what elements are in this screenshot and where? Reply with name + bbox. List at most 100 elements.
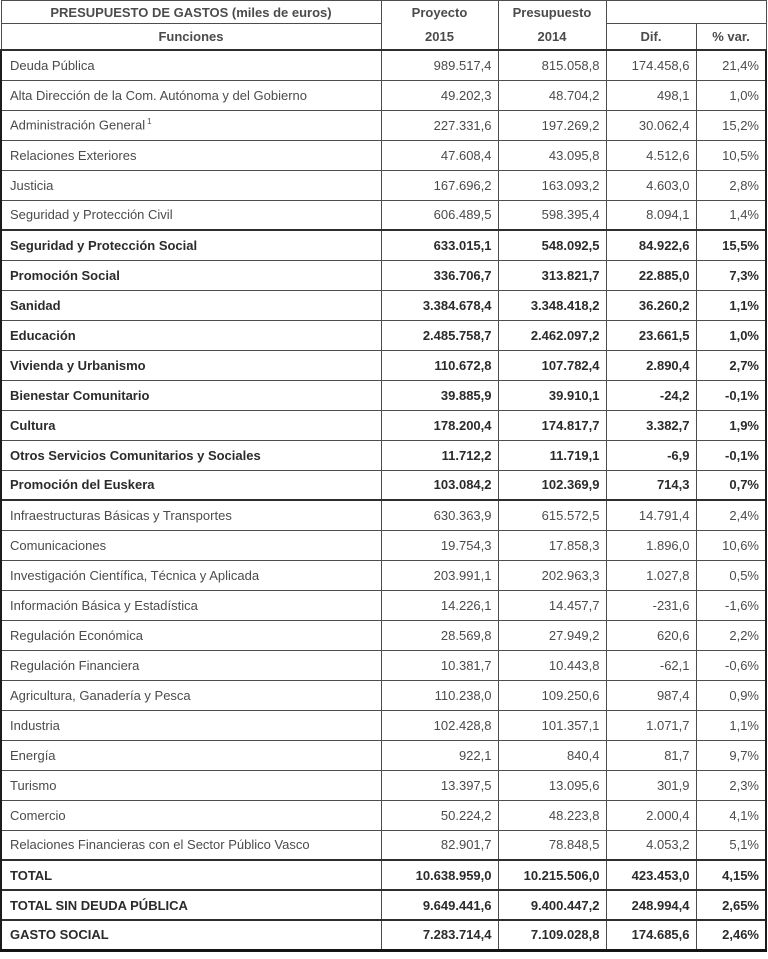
- presupuesto-2014-value-cell: 78.848,5: [497, 829, 607, 861]
- column-header-dif: Dif.: [605, 23, 697, 52]
- table-row: GASTO SOCIAL 7.283.714,4 7.109.028,8 174.68…: [0, 919, 767, 952]
- presupuesto-2014-value-cell: 548.092,5: [497, 229, 607, 261]
- dif-value-cell: -6,9: [605, 439, 697, 471]
- table-row: Comunicaciones 19.754,3 17.858,3 1.896,0 10,…: [0, 529, 767, 561]
- pct-var-value-cell: 15,5%: [695, 229, 767, 261]
- pct-var-value-cell: 1,9%: [695, 409, 767, 441]
- pct-var-value-cell: 0,9%: [695, 679, 767, 711]
- dif-value-cell: 14.791,4: [605, 499, 697, 531]
- function-name-cell: Otros Servicios Comunitarios y Sociales: [0, 439, 382, 471]
- pct-var-value-cell: -0,1%: [695, 379, 767, 411]
- presupuesto-2014-value-cell: 43.095,8: [497, 139, 607, 171]
- pct-var-value-cell: 1,0%: [695, 319, 767, 351]
- proyecto-2015-value-cell: 39.885,9: [380, 379, 499, 411]
- dif-value-cell: 4.512,6: [605, 139, 697, 171]
- proyecto-2015-value-cell: 47.608,4: [380, 139, 499, 171]
- dif-value-cell: -24,2: [605, 379, 697, 411]
- presupuesto-2014-value-cell: 101.357,1: [497, 709, 607, 741]
- table-row: Educación 2.485.758,7 2.462.097,2 23.661,5 1…: [0, 319, 767, 351]
- proyecto-2015-value-cell: 13.397,5: [380, 769, 499, 801]
- pct-var-value-cell: 21,4%: [695, 49, 767, 81]
- dif-value-cell: 3.382,7: [605, 409, 697, 441]
- function-name-cell: Deuda Pública: [0, 49, 382, 81]
- dif-value-cell: 4.053,2: [605, 829, 697, 861]
- presupuesto-2014-value-cell: 102.369,9: [497, 469, 607, 501]
- proyecto-2015-value-cell: 989.517,4: [380, 49, 499, 81]
- proyecto-2015-value-cell: 633.015,1: [380, 229, 499, 261]
- pct-var-value-cell: 2,3%: [695, 769, 767, 801]
- table-row: Infraestructuras Básicas y Transportes 63…: [0, 499, 767, 531]
- header-row-1: PRESUPUESTO DE GASTOS (miles de euros) P…: [0, 0, 767, 51]
- dif-value-cell: 248.994,4: [605, 889, 697, 921]
- pct-var-value-cell: 0,7%: [695, 469, 767, 501]
- presupuesto-2014-value-cell: 17.858,3: [497, 529, 607, 561]
- footnote-marker: 1: [147, 117, 152, 127]
- presupuesto-2014-value-cell: 39.910,1: [497, 379, 607, 411]
- pct-var-value-cell: 2,46%: [695, 919, 767, 952]
- function-name-cell: Educación: [0, 319, 382, 351]
- function-name-cell: Bienestar Comunitario: [0, 379, 382, 411]
- proyecto-2015-value-cell: 3.384.678,4: [380, 289, 499, 321]
- presupuesto-2014-value-cell: 13.095,6: [497, 769, 607, 801]
- proyecto-2015-value-cell: 110.238,0: [380, 679, 499, 711]
- function-name-cell: Regulación Económica: [0, 619, 382, 651]
- pct-var-value-cell: 2,4%: [695, 499, 767, 531]
- table-row: Alta Dirección de la Com. Autónoma y del…: [0, 79, 767, 111]
- table-row: Investigación Científica, Técnica y Apli…: [0, 559, 767, 591]
- dif-value-cell: 498,1: [605, 79, 697, 111]
- table-row: Cultura 178.200,4 174.817,7 3.382,7 1,9%: [0, 409, 767, 441]
- proyecto-2015-value-cell: 336.706,7: [380, 259, 499, 291]
- pct-var-value-cell: 1,0%: [695, 79, 767, 111]
- dif-value-cell: 81,7: [605, 739, 697, 771]
- dif-value-cell: 174.685,6: [605, 919, 697, 952]
- table-row: Información Básica y Estadística 14.226,1…: [0, 589, 767, 621]
- dif-value-cell: 620,6: [605, 619, 697, 651]
- dif-value-cell: -62,1: [605, 649, 697, 681]
- function-name-cell: Alta Dirección de la Com. Autónoma y del…: [0, 79, 382, 111]
- table-row: Energía 922,1 840,4 81,7 9,7%: [0, 739, 767, 771]
- proyecto-2015-value-cell: 28.569,8: [380, 619, 499, 651]
- presupuesto-2014-value-cell: 10.215.506,0: [497, 859, 607, 891]
- dif-value-cell: 84.922,6: [605, 229, 697, 261]
- column-header-proyecto-label: Proyecto: [411, 5, 468, 20]
- dif-value-cell: 1.896,0: [605, 529, 697, 561]
- table-row: Administración General 1 227.331,6 197.269,…: [0, 109, 767, 141]
- proyecto-2015-value-cell: 102.428,8: [380, 709, 499, 741]
- table-row: Industria 102.428,8 101.357,1 1.071,7 1,1%: [0, 709, 767, 741]
- pct-var-value-cell: -0,1%: [695, 439, 767, 471]
- pct-var-value-cell: 4,1%: [695, 799, 767, 831]
- dif-value-cell: 1.027,8: [605, 559, 697, 591]
- proyecto-2015-value-cell: 19.754,3: [380, 529, 499, 561]
- function-name-cell: GASTO SOCIAL: [0, 919, 382, 952]
- dif-value-cell: 423.453,0: [605, 859, 697, 891]
- function-name-cell: Relaciones Exteriores: [0, 139, 382, 171]
- proyecto-2015-value-cell: 606.489,5: [380, 199, 499, 231]
- function-name-cell: Industria: [0, 709, 382, 741]
- dif-value-cell: 36.260,2: [605, 289, 697, 321]
- presupuesto-2014-value-cell: 815.058,8: [497, 49, 607, 81]
- table-row: Deuda Pública 989.517,4 815.058,8 174.458,6…: [0, 49, 767, 81]
- proyecto-2015-value-cell: 10.638.959,0: [380, 859, 499, 891]
- pct-var-value-cell: 1,4%: [695, 199, 767, 231]
- pct-var-value-cell: 2,7%: [695, 349, 767, 381]
- pct-var-value-cell: 5,1%: [695, 829, 767, 861]
- proyecto-2015-value-cell: 630.363,9: [380, 499, 499, 531]
- pct-var-value-cell: 1,1%: [695, 289, 767, 321]
- pct-var-value-cell: 2,65%: [695, 889, 767, 921]
- proyecto-2015-value-cell: 9.649.441,6: [380, 889, 499, 921]
- column-header-funciones: Funciones: [0, 23, 382, 52]
- table-row: Relaciones Exteriores 47.608,4 43.095,8 4.5…: [0, 139, 767, 171]
- function-name-cell: Justicia: [0, 169, 382, 201]
- function-name-cell: Cultura: [0, 409, 382, 441]
- dif-value-cell: 987,4: [605, 679, 697, 711]
- table-title: PRESUPUESTO DE GASTOS (miles de euros): [0, 0, 382, 25]
- dif-value-cell: 301,9: [605, 769, 697, 801]
- dif-value-cell: -231,6: [605, 589, 697, 621]
- presupuesto-2014-value-cell: 9.400.447,2: [497, 889, 607, 921]
- pct-var-value-cell: -1,6%: [695, 589, 767, 621]
- presupuesto-2014-value-cell: 3.348.418,2: [497, 289, 607, 321]
- dif-value-cell: 2.000,4: [605, 799, 697, 831]
- pct-var-value-cell: 0,5%: [695, 559, 767, 591]
- table-row: TOTAL SIN DEUDA PÚBLICA 9.649.441,6 9.400.…: [0, 889, 767, 921]
